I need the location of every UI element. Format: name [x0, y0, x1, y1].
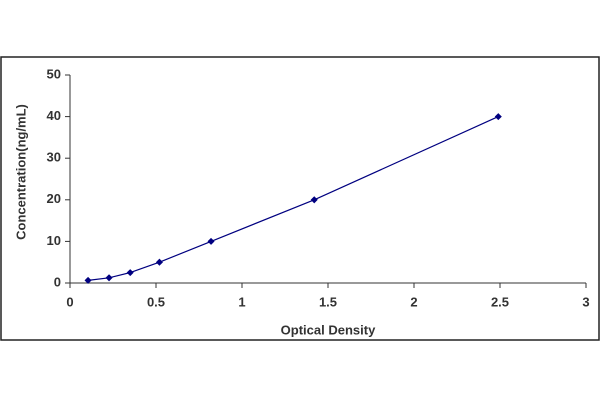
point — [155, 258, 163, 266]
y-tick-label: 10 — [47, 233, 61, 248]
point — [105, 274, 113, 282]
point — [494, 113, 502, 121]
y-tick-label: 20 — [47, 191, 61, 206]
x-tick-label: 3 — [582, 294, 589, 309]
y-tick-label: 0 — [54, 274, 61, 289]
curve — [87, 116, 499, 281]
y-tick-label: 40 — [47, 108, 61, 123]
x-tick-label: 2 — [410, 294, 417, 309]
x-axis-title: Optical Density — [281, 322, 376, 337]
point — [310, 196, 318, 204]
x-tick-label: 2.5 — [491, 294, 509, 309]
y-tick-label: 50 — [47, 66, 61, 81]
point — [84, 276, 92, 284]
point — [126, 269, 134, 277]
frame — [0, 56, 600, 341]
x-tick-label: 1 — [238, 294, 245, 309]
y-axis-title: Concentration(ng/mL) — [13, 104, 28, 240]
y-tick-label: 30 — [47, 150, 61, 165]
point — [207, 237, 215, 245]
x-tick-label: 1.5 — [319, 294, 337, 309]
x-tick-label: 0 — [66, 294, 73, 309]
x-tick-label: 0.5 — [147, 294, 165, 309]
